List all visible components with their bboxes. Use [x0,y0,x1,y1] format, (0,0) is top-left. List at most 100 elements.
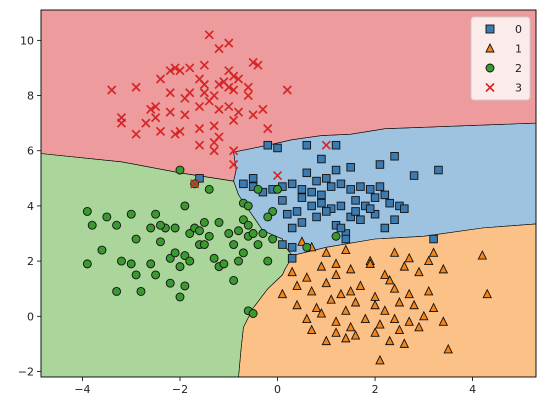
data-point-class-1 [399,338,410,348]
data-point-class-0 [351,196,360,205]
data-point-class-1 [336,288,346,299]
data-point-class-2 [151,209,161,219]
data-point-class-2 [243,220,253,230]
data-point-class-3 [248,110,258,120]
data-point-class-3 [155,74,166,84]
data-point-class-2 [175,262,185,272]
data-point-class-0 [370,193,380,202]
data-point-class-1 [345,263,356,274]
data-point-class-1 [326,294,336,304]
data-point-class-2 [165,253,175,263]
data-point-class-3 [258,104,268,114]
x-tick-label: 4 [469,383,476,396]
data-point-class-1 [394,324,405,335]
data-point-class-1 [350,330,361,340]
data-point-class-3 [165,88,175,98]
data-point-class-1 [389,313,400,324]
data-point-class-0 [312,212,321,222]
data-point-class-3 [185,63,195,73]
legend-label-1: 1 [515,43,522,56]
data-point-class-1 [321,247,332,257]
data-point-class-1 [311,302,322,312]
data-point-class-0 [390,215,399,224]
data-point-class-1 [380,305,390,315]
data-point-class-3 [116,113,127,123]
data-point-class-3 [107,85,117,95]
y-tick-label: 8 [27,90,34,103]
data-point-class-2 [175,165,185,175]
data-point-class-0 [356,215,365,224]
data-point-class-1 [355,280,366,290]
data-point-class-0 [336,201,346,211]
data-point-class-1 [350,296,361,307]
data-point-class-1 [370,299,380,310]
data-point-class-3 [170,63,180,73]
data-point-class-2 [238,215,248,225]
data-point-class-2 [243,201,253,211]
data-point-class-3 [214,44,224,54]
data-point-class-0 [346,163,355,172]
data-point-class-0 [336,179,346,189]
data-point-class-2 [273,184,282,194]
data-point-class-1 [316,261,327,271]
data-point-class-2 [97,245,107,255]
data-point-class-2 [185,256,195,266]
data-point-class-2 [151,270,161,280]
data-point-class-3 [165,107,175,117]
data-point-class-1 [302,272,312,282]
data-point-class-1 [438,263,449,274]
y-tick-label: 2 [27,255,34,268]
data-point-class-1 [316,308,327,318]
decision-regions [40,9,537,378]
data-point-class-1 [321,335,332,346]
data-point-class-0 [307,187,316,197]
data-point-class-0 [365,185,375,194]
data-point-class-1 [375,319,385,329]
data-point-class-1 [292,280,302,290]
data-points [82,30,492,365]
data-point-class-1 [423,285,434,296]
data-point-class-3 [263,124,273,134]
data-point-class-2 [195,226,204,236]
y-tick-label: −2 [18,365,34,378]
data-point-class-3 [229,159,239,170]
data-point-class-3 [248,57,258,68]
data-point-class-2 [156,237,165,247]
data-point-class-2 [180,281,190,291]
data-point-class-1 [409,299,419,310]
data-point-class-3 [224,82,234,92]
data-point-class-2 [214,218,224,227]
data-point-class-0 [317,154,326,164]
data-point-class-3 [151,113,161,123]
data-point-class-2 [263,212,273,222]
data-point-class-1 [414,266,424,277]
data-point-class-1 [345,285,356,296]
data-point-class-1 [297,236,307,246]
data-point-class-0 [287,223,297,233]
data-point-class-3 [165,66,175,76]
data-point-class-3 [175,66,185,76]
data-point-class-0 [287,179,297,189]
data-point-class-1 [438,316,449,326]
data-point-class-0 [331,165,341,175]
data-point-class-2 [253,240,263,249]
data-point-class-0 [278,240,287,249]
data-point-class-3 [199,60,209,70]
data-point-class-1 [360,313,371,324]
data-point-class-2 [112,287,122,296]
data-point-class-0 [434,165,443,175]
legend: 0 1 2 3 [470,16,531,101]
data-point-class-3 [155,126,166,137]
data-point-class-0 [356,182,365,191]
data-point-class-2 [238,248,248,258]
data-point-class-0 [429,234,438,244]
data-point-class-2 [170,248,180,258]
data-point-class-3 [214,79,224,90]
data-point-class-0 [317,190,326,200]
data-point-class-1 [331,269,341,279]
data-point-class-0 [370,209,380,219]
data-point-class-1 [341,332,351,343]
data-point-class-2 [180,251,190,261]
data-point-class-2 [248,309,258,318]
data-point-class-2 [165,278,175,288]
